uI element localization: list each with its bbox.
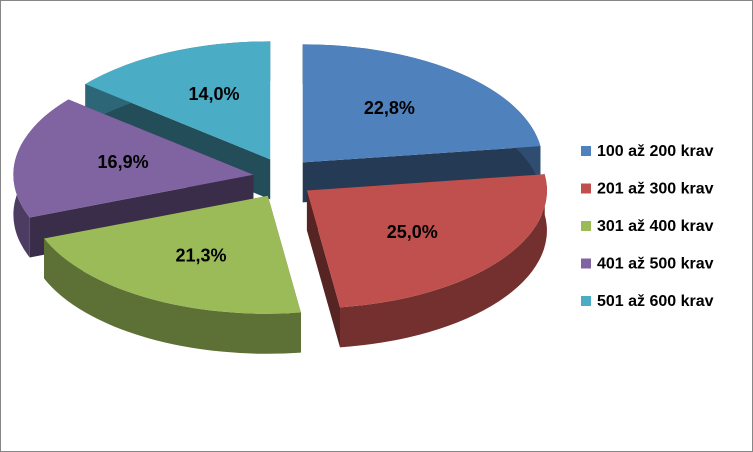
legend-label: 301 až 400 krav xyxy=(597,218,714,235)
slice-rim xyxy=(44,238,301,354)
slice-rim xyxy=(340,174,547,348)
legend-swatch xyxy=(581,258,591,269)
slice-side xyxy=(306,190,341,348)
slice xyxy=(44,195,301,314)
legend-swatch xyxy=(581,221,591,231)
slice xyxy=(302,44,541,163)
legend-swatch xyxy=(581,296,591,306)
data-label: 25,0% xyxy=(387,222,438,242)
slice xyxy=(85,41,271,160)
legend-swatch xyxy=(581,183,591,194)
slice xyxy=(306,174,547,308)
legend-label: 100 až 200 krav xyxy=(597,143,714,160)
data-label: 16,9% xyxy=(98,152,149,172)
legend-swatch xyxy=(581,146,591,156)
legend-label: 501 až 600 krav xyxy=(597,293,714,310)
slice-tops xyxy=(13,41,547,314)
data-label: 22,8% xyxy=(364,98,415,118)
slice xyxy=(13,99,254,218)
data-labels: 22,8% 25,0% 21,3% 16,9% 14,0% xyxy=(98,84,438,266)
legend-label: 201 až 300 krav xyxy=(597,181,714,198)
legend: 100 až 200 krav 201 až 300 krav 301 až 400… xyxy=(581,143,714,310)
data-label: 14,0% xyxy=(189,84,240,104)
legend-label: 401 až 500 krav xyxy=(597,256,714,273)
data-label: 21,3% xyxy=(175,246,226,266)
